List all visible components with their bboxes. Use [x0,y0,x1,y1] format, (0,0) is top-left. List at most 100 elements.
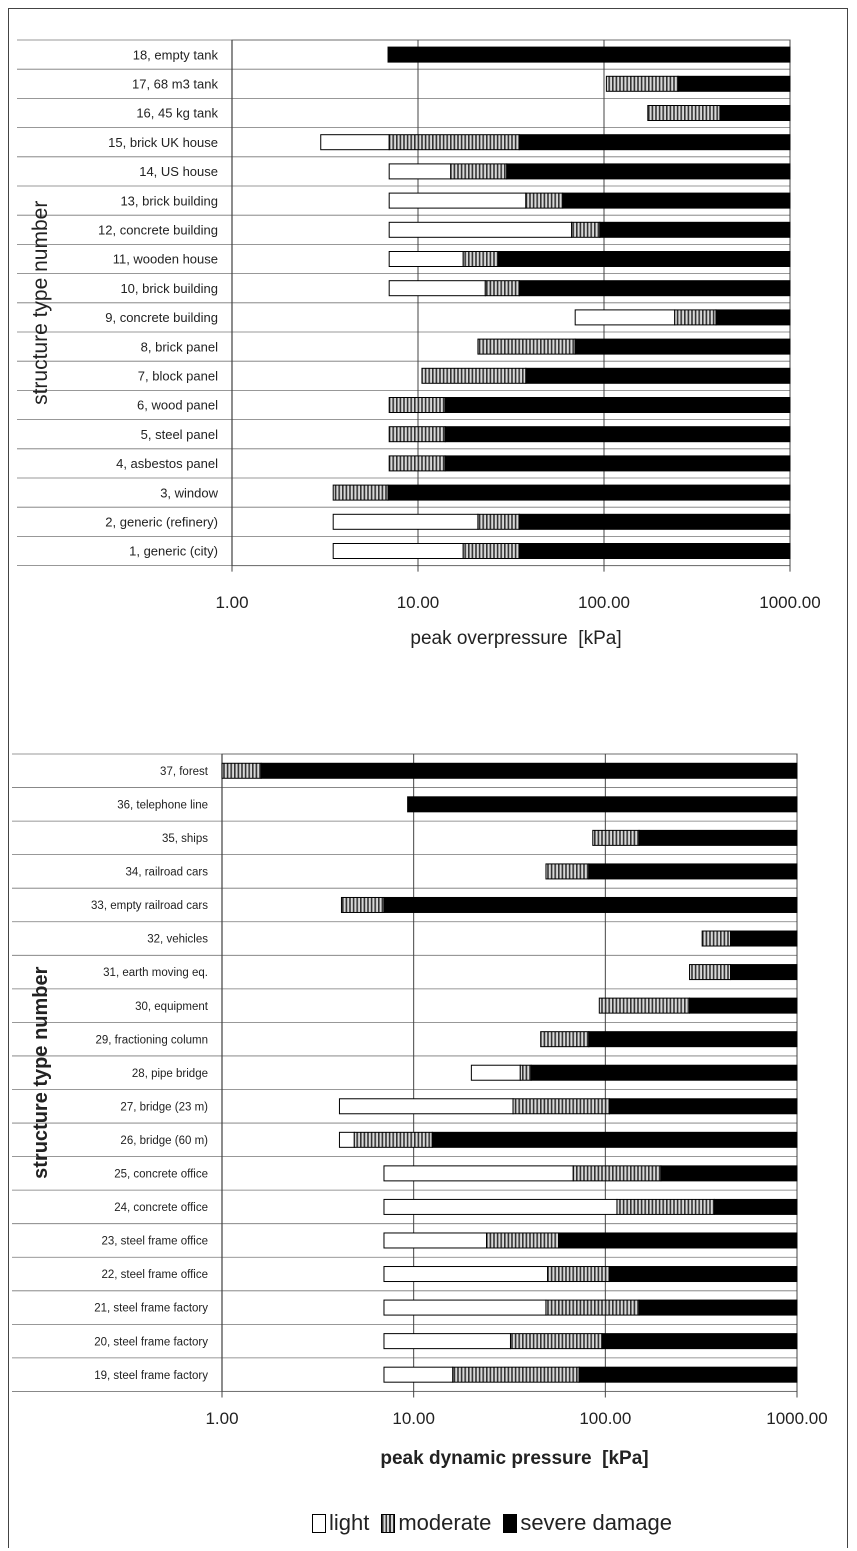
bar-segment-severe [387,46,791,63]
x-tick-label: 1000.00 [759,593,820,612]
bar-segment-moderate [388,426,446,443]
bar-segment-severe [730,964,798,981]
bar-segment-moderate [616,1198,715,1215]
bar-segment-moderate [462,251,499,267]
x-tick-label: 1.00 [205,1409,238,1428]
bar-segment-moderate [647,105,721,121]
x-tick-label: 1.00 [215,593,248,612]
legend-item-severe: severe damage [503,1510,672,1536]
bar-segment-moderate [572,1165,662,1182]
bar-segment-severe [713,1198,798,1215]
bar-segment-moderate [421,367,527,384]
bar-segment-severe [719,105,791,121]
row-label: 37, forest [160,766,209,778]
bar-segment-severe [407,796,798,813]
bar-segment-severe [518,543,791,559]
y-axis-label: structure type number [29,201,52,405]
row-label: 7, block panel [138,368,218,383]
row-label: 34, railroad cars [126,867,209,879]
bar-segment-moderate [545,863,590,880]
bar-row [388,455,791,472]
bar-segment-moderate [477,338,576,355]
bar-row [338,1098,798,1115]
bar-segment-severe [689,997,798,1014]
legend: light moderate severe damage [312,1510,684,1536]
bar-segment-light [383,1198,618,1215]
bar-segment-moderate [462,543,520,559]
bar-row [701,930,798,947]
row-label: 2, generic (refinery) [105,514,218,529]
bar-row [407,796,798,813]
bar-segment-severe [444,455,791,472]
bar-segment-severe [638,1299,798,1316]
bar-segment-light [574,309,676,326]
bar-segment-light [388,221,573,238]
legend-item-light: light [312,1510,369,1536]
bar-segment-severe [677,75,791,92]
bar-row [320,134,791,151]
row-label: 9, concrete building [105,310,218,325]
bar-row [388,251,791,267]
bar-segment-severe [562,192,791,209]
bar-row [388,426,791,443]
bar-segment-light [470,1064,521,1081]
row-label: 4, asbestos panel [116,456,218,471]
bar-segment-moderate [525,192,564,209]
row-label: 27, bridge (23 m) [120,1101,208,1113]
bar-row [388,280,791,297]
x-axis-label: peak dynamic pressure [kPa] [380,1448,648,1469]
bar-segment-moderate [450,163,508,180]
bar-row [388,192,791,209]
bar-row [477,338,791,355]
bar-segment-moderate [388,134,520,151]
bar-row [592,829,798,846]
row-label: 29, fractioning column [95,1034,208,1046]
bar-segment-moderate [689,964,732,981]
row-label: 12, concrete building [98,222,218,237]
bar-row [383,1266,798,1283]
row-label: 30, equipment [135,1001,209,1013]
x-tick-label: 10.00 [397,593,440,612]
bar-segment-moderate [353,1131,433,1148]
legend-label-severe: severe damage [520,1510,672,1535]
bar-segment-light [383,1299,547,1316]
bar-row [647,105,791,121]
bar-segment-moderate [388,455,446,472]
row-label: 36, telephone line [117,799,208,811]
bar-segment-severe [497,251,791,267]
chart-2: 1.00 10.00 100.00 1000.00 37, forest 36, tele… [12,753,828,1469]
bar-segment-moderate [477,513,520,530]
bar-segment-light [383,1266,549,1283]
legend-swatch-moderate [381,1513,396,1533]
bar-segment-severe [715,309,791,326]
row-label: 28, pipe bridge [132,1068,208,1080]
bar-row [383,1198,798,1215]
row-label: 18, empty tank [133,47,219,62]
legend-label-light: light [329,1510,370,1535]
bar-segment-moderate [598,997,691,1014]
bar-segment-severe [599,221,791,238]
bar-segment-light [388,192,527,209]
bar-segment-moderate [592,829,640,846]
bar-segment-moderate [512,1098,610,1115]
bar-segment-moderate [519,1064,532,1081]
row-label: 20, steel frame factory [94,1336,208,1348]
bar-segment-severe [444,397,791,413]
bar-segment-light [338,1131,355,1148]
bar-segment-light [332,543,464,559]
bar-segment-light [388,251,464,267]
x-tick-label: 100.00 [579,1409,631,1428]
bar-segment-severe [530,1064,798,1081]
bar-segment-moderate [509,1333,603,1350]
bar-segment-severe [730,930,798,947]
bar-segment-severe [578,1366,798,1383]
bar-segment-severe [601,1333,798,1350]
bar-segment-severe [518,280,791,297]
legend-item-moderate: moderate [381,1510,491,1536]
bar-segment-severe [608,1266,798,1283]
bar-segment-moderate [540,1031,590,1048]
y-axis-label: structure type number [30,966,52,1178]
bar-row [332,543,791,559]
x-tick-label: 10.00 [392,1409,435,1428]
row-label: 26, bridge (60 m) [120,1135,208,1147]
